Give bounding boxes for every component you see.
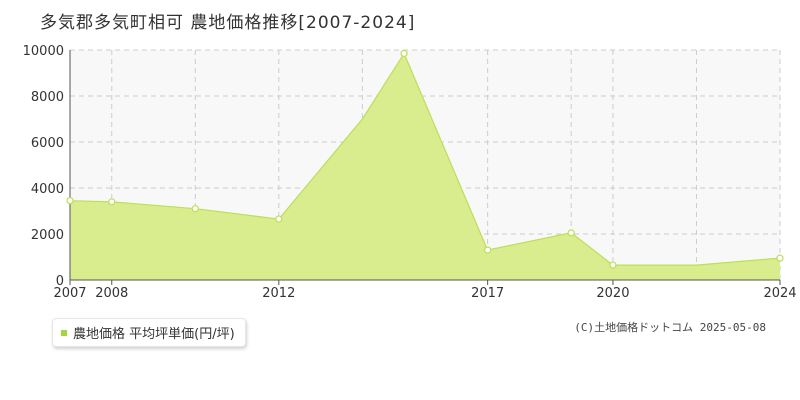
data-point: [400, 49, 408, 58]
data-point: [108, 198, 116, 206]
legend-label: 農地価格 平均坪単価(円/坪): [73, 327, 235, 342]
x-tick-label: 2012: [262, 286, 295, 301]
x-tick-label: 2007: [53, 286, 86, 301]
x-tick-label: 2017: [471, 286, 504, 301]
legend-swatch: [61, 329, 67, 336]
data-point: [275, 215, 283, 223]
credit-text: (C)土地価格ドットコム 2025-05-08: [574, 321, 766, 334]
data-point: [484, 246, 492, 254]
data-point: [191, 205, 199, 213]
y-tick-label: 6000: [31, 136, 64, 151]
legend: 農地価格 平均坪単価(円/坪): [52, 318, 246, 347]
tick-labels: 0 2000 4000 6000 8000 10000 2007 2008 2012 2017 20…: [23, 44, 797, 301]
data-point: [776, 254, 784, 262]
series-area: [70, 53, 780, 280]
y-tick-label: 2000: [31, 228, 64, 243]
data-point: [609, 261, 617, 269]
series-markers: [66, 49, 784, 269]
data-point: [66, 197, 74, 205]
y-tick-label: 4000: [31, 182, 64, 197]
y-tick-label: 0: [56, 274, 64, 289]
y-tick-label: 8000: [31, 90, 64, 105]
x-tick-label: 2024: [763, 286, 796, 301]
chart-title: 多気郡多気町相可 農地価格推移[2007-2024]: [40, 13, 416, 33]
x-tick-label: 2008: [95, 286, 128, 301]
axes: [69, 50, 781, 285]
x-tick-label: 2020: [596, 286, 629, 301]
y-tick-label: 10000: [23, 44, 64, 59]
data-point: [567, 229, 575, 237]
